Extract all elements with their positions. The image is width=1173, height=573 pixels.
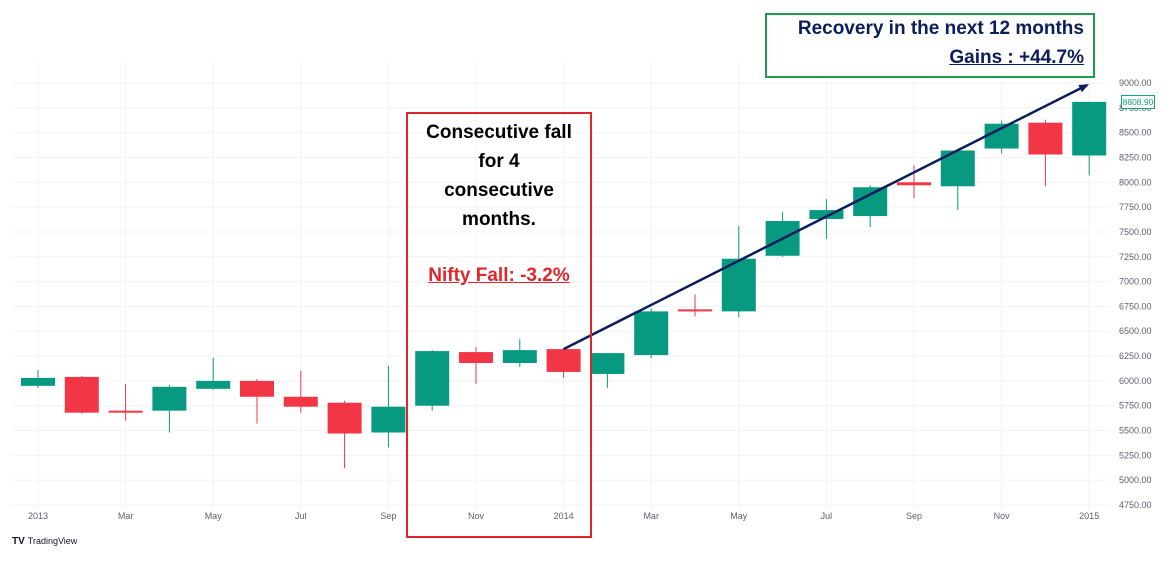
candle-body bbox=[459, 352, 493, 364]
grid bbox=[12, 62, 1110, 510]
trend-arrow bbox=[563, 83, 1089, 351]
candle-body bbox=[853, 187, 888, 217]
candle bbox=[897, 165, 931, 199]
y-tick-label: 7000.00 bbox=[1119, 277, 1152, 287]
candle bbox=[64, 375, 99, 414]
candles bbox=[21, 101, 1107, 469]
candle-body bbox=[108, 410, 143, 413]
y-tick-label: 4750.00 bbox=[1119, 500, 1152, 510]
x-tick-label: 2014 bbox=[554, 511, 574, 521]
candle bbox=[371, 365, 406, 448]
candle-body bbox=[196, 380, 231, 389]
candle bbox=[809, 199, 844, 239]
y-tick-label: 5250.00 bbox=[1119, 450, 1152, 460]
tradingview-label: TradingView bbox=[27, 536, 78, 546]
y-tick-label: 8500.00 bbox=[1119, 128, 1152, 138]
x-tick-label: May bbox=[205, 511, 223, 521]
consecutive-fall-box bbox=[406, 112, 592, 538]
x-tick-label: Jul bbox=[295, 511, 307, 521]
candle-body bbox=[283, 396, 318, 407]
candle bbox=[853, 185, 888, 227]
fall-text-line-3: consecutive bbox=[444, 180, 554, 201]
candle-body bbox=[152, 386, 187, 411]
nifty-fall-label: Nifty Fall: -3.2% bbox=[428, 265, 570, 286]
y-tick-label: 6000.00 bbox=[1119, 376, 1152, 386]
fall-text-line-4: months. bbox=[462, 209, 536, 230]
candle bbox=[678, 294, 712, 317]
y-tick-label: 7750.00 bbox=[1119, 202, 1152, 212]
y-tick-label: 6250.00 bbox=[1119, 351, 1152, 361]
candle-body bbox=[502, 350, 537, 364]
x-axis: 2013 Mar May Jul Sep Nov 2014 Mar May Jul Sep Nov 20… bbox=[28, 511, 1099, 521]
plot-area bbox=[12, 62, 1110, 510]
candle bbox=[327, 400, 362, 469]
fall-text-line-2: for 4 bbox=[478, 151, 520, 172]
candle bbox=[1072, 101, 1107, 176]
y-tick-label: 7500.00 bbox=[1119, 227, 1152, 237]
candle bbox=[590, 353, 625, 388]
y-tick-label: 9000.00 bbox=[1119, 78, 1152, 88]
candle-body bbox=[1072, 101, 1107, 156]
candle bbox=[21, 369, 55, 388]
y-axis: 9000.008750.008500.008250.008000.007750.… bbox=[1119, 78, 1152, 510]
trend-arrow-line bbox=[563, 83, 1089, 351]
candle bbox=[546, 348, 581, 378]
candle bbox=[152, 384, 187, 433]
gain-label: Gains : +44.7% bbox=[949, 47, 1084, 68]
consecutive-fall-text: Consecutive fall for 4 consecutive month… bbox=[406, 118, 592, 290]
candle-body bbox=[21, 377, 55, 386]
candle-body bbox=[240, 380, 274, 397]
y-tick-label: 6500.00 bbox=[1119, 326, 1152, 336]
candle-body bbox=[1028, 122, 1063, 155]
x-tick-label: May bbox=[730, 511, 748, 521]
y-tick-label: 5750.00 bbox=[1119, 401, 1152, 411]
tradingview-brand[interactable]: TV TradingView bbox=[12, 536, 77, 547]
y-tick-label: 8000.00 bbox=[1119, 177, 1152, 187]
last-price-badge: 8808.90 bbox=[1121, 95, 1155, 109]
y-tick-label: 7250.00 bbox=[1119, 252, 1152, 262]
y-tick-label: 5000.00 bbox=[1119, 475, 1152, 485]
candle bbox=[240, 378, 274, 424]
candle bbox=[415, 350, 450, 411]
x-tick-label: Jul bbox=[821, 511, 833, 521]
x-tick-label: Sep bbox=[380, 511, 396, 521]
candle-body bbox=[546, 349, 581, 372]
x-tick-label: Mar bbox=[118, 511, 134, 521]
candle-body bbox=[371, 406, 406, 433]
candle bbox=[634, 308, 669, 359]
recovery-box bbox=[765, 13, 1095, 78]
candle-body bbox=[415, 351, 450, 406]
x-tick-label: 2013 bbox=[28, 511, 48, 521]
candle bbox=[459, 347, 493, 384]
candle-body bbox=[897, 182, 931, 186]
y-tick-label: 6750.00 bbox=[1119, 301, 1152, 311]
candle-body bbox=[590, 353, 625, 374]
candle-body bbox=[327, 402, 362, 434]
x-tick-label: Sep bbox=[906, 511, 922, 521]
x-tick-label: Nov bbox=[468, 511, 485, 521]
y-tick-label: 5500.00 bbox=[1119, 426, 1152, 436]
tradingview-logo-icon: TV bbox=[12, 536, 25, 547]
fall-text-line-1: Consecutive fall bbox=[426, 122, 572, 143]
candle bbox=[196, 358, 231, 390]
x-tick-label: 2015 bbox=[1079, 511, 1099, 521]
candle-body bbox=[634, 311, 669, 356]
candle bbox=[1028, 119, 1063, 187]
recovery-title: Recovery in the next 12 months bbox=[797, 18, 1084, 39]
candle bbox=[108, 383, 143, 421]
candle-body bbox=[64, 376, 99, 413]
candle bbox=[283, 370, 318, 413]
y-tick-label: 8250.00 bbox=[1119, 152, 1152, 162]
candle bbox=[502, 339, 537, 367]
x-tick-label: Nov bbox=[994, 511, 1011, 521]
x-tick-label: Mar bbox=[643, 511, 659, 521]
candle-body bbox=[678, 309, 712, 312]
candle-body bbox=[809, 210, 844, 220]
recovery-gain: Gains : +44.7% bbox=[776, 47, 1084, 69]
